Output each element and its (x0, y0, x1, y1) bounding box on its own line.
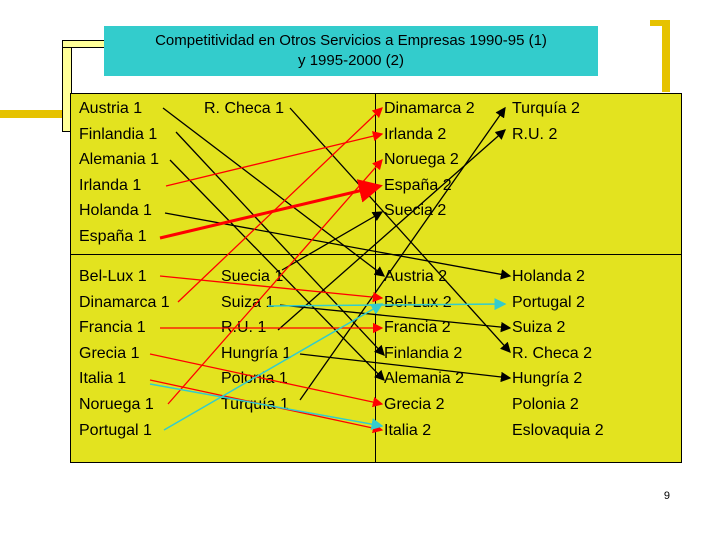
list-item: Italia 2 (384, 421, 432, 439)
arrow-holanda (164, 212, 512, 280)
arrow-hungria (299, 353, 512, 383)
list-item: Irlanda 2 (384, 125, 447, 143)
page-number: 9 (663, 490, 670, 502)
arrow-suecia-up (281, 211, 384, 271)
right-gold-bar (662, 20, 670, 92)
arrow-ruup (277, 129, 506, 331)
arrow-suiza (279, 304, 512, 333)
arrow-espana (159, 179, 383, 240)
arrow-austria (162, 107, 386, 277)
list-item: Finlandia 2 (384, 344, 463, 362)
list-item: Austria 2 (384, 268, 448, 285)
list-item: Bel-Lux 2 (384, 293, 452, 311)
list-item: Polonia 2 (512, 395, 579, 413)
title-line-1: Competitividad en Otros Servicios a Empr… (155, 32, 547, 49)
list-item: Portugal 1 (79, 421, 152, 439)
bottom-right-list: Austria 2 Bel-Lux 2 Francia 2 Finlandia … (384, 264, 464, 443)
list-item: Suiza 2 (512, 319, 566, 337)
list-item: Francia 1 (79, 319, 146, 337)
bottom-left-list: Bel-Lux 1 Dinamarca 1 Francia 1 Grecia 1… (79, 264, 170, 443)
list-item: Noruega 2 (384, 151, 459, 169)
arrow-alemania (169, 159, 385, 381)
arrow-portugal-2 (267, 298, 507, 311)
list-item: Dinamarca 1 (79, 293, 170, 311)
list-item: R. Checa 2 (512, 344, 593, 362)
arrow-irlanda (165, 131, 384, 187)
arrow-turquia-up (299, 106, 506, 401)
list-item: Holanda 2 (512, 268, 585, 285)
top-mid-list: R. Checa 1 (204, 96, 284, 122)
list-item: Portugal 2 (512, 293, 585, 311)
right-gold-cap (650, 20, 670, 26)
list-item: Grecia 2 (384, 395, 445, 413)
arrow-noruega (167, 159, 383, 405)
list-item: España 1 (79, 227, 147, 245)
arrow-portugal (163, 303, 384, 431)
list-item: Suecia 2 (384, 202, 447, 220)
list-item: Italia 1 (79, 370, 127, 388)
arrow-rcheca (289, 107, 511, 353)
list-item: Francia 2 (384, 319, 451, 337)
arrow-finlandia (175, 131, 385, 356)
left-gold-stripe (0, 110, 62, 118)
list-item: Alemania 1 (79, 151, 160, 169)
list-item: Hungría 2 (512, 370, 583, 388)
list-item: R.U. 2 (512, 125, 558, 143)
list-item: Dinamarca 2 (384, 100, 475, 117)
arrow-bellux (159, 275, 384, 303)
list-item: Alemania 2 (384, 370, 465, 388)
top-left-list: Austria 1 Finlandia 1 Alemania 1 Irlanda… (79, 96, 159, 250)
list-item: R. Checa 1 (204, 100, 285, 117)
list-item: Polonia 1 (221, 370, 288, 388)
title-line-2: y 1995-2000 (2) (298, 52, 404, 69)
list-item: Irlanda 1 (79, 176, 142, 194)
list-item: Noruega 1 (79, 395, 154, 413)
arrow-grecia (149, 353, 384, 408)
list-item: España 2 (384, 176, 452, 194)
diagram-title: Competitividad en Otros Servicios a Empr… (104, 26, 598, 76)
list-item: Holanda 1 (79, 202, 152, 220)
top-right-list: Dinamarca 2 Irlanda 2 Noruega 2 España 2… (384, 96, 475, 224)
arrow-italia-cyan (149, 383, 384, 431)
list-item: Turquía 2 (512, 100, 580, 117)
list-item: Hungría 1 (221, 344, 292, 362)
list-item: Eslovaquia 2 (512, 421, 604, 439)
vertical-divider (375, 93, 376, 463)
list-item: Suecia 1 (221, 268, 284, 285)
list-item: Grecia 1 (79, 344, 140, 362)
arrow-dinamarca (177, 107, 383, 303)
list-item: Bel-Lux 1 (79, 268, 147, 285)
bottom-far-list: Holanda 2 Portugal 2 Suiza 2 R. Checa 2 … (512, 264, 604, 443)
horizontal-divider (70, 254, 682, 255)
list-item: Finlandia 1 (79, 125, 158, 143)
list-item: Austria 1 (79, 100, 143, 117)
top-far-list: Turquía 2 R.U. 2 (512, 96, 580, 147)
